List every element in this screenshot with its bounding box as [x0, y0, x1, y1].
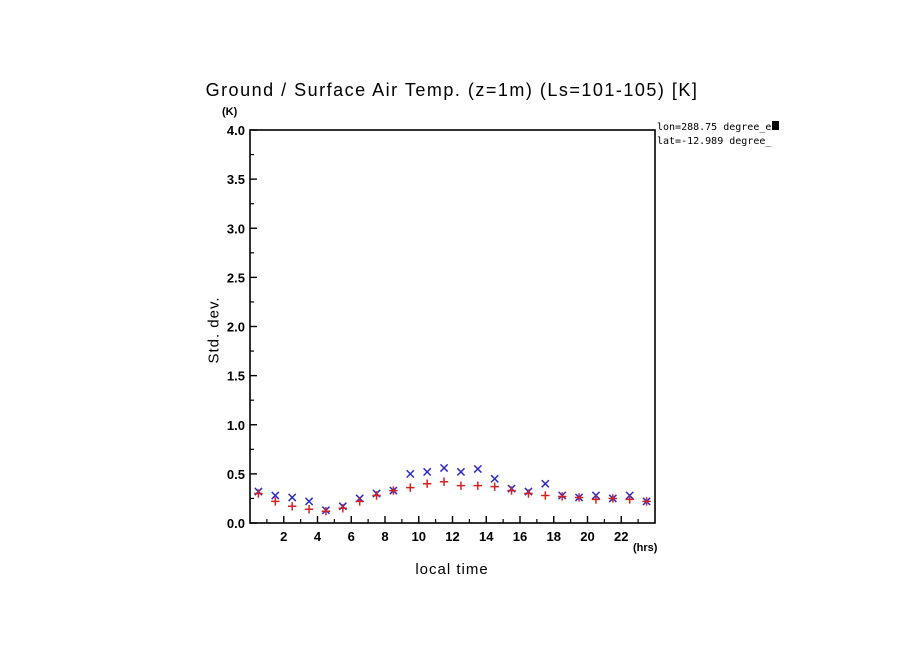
data-point-plus-marker — [574, 493, 584, 502]
data-point-x-marker — [288, 493, 297, 502]
data-point-x-marker — [541, 479, 550, 488]
x-tick-label: 6 — [348, 529, 355, 544]
y-tick-label: 1.0 — [227, 418, 245, 433]
coordinate-annotation: lon=288.75 degree_e lat=-12.989 degree_ — [657, 121, 780, 149]
chart-title: Ground / Surface Air Temp. (z=1m) (Ls=10… — [205, 80, 699, 100]
data-point-x-marker — [304, 497, 314, 506]
y-tick-label: 1.5 — [227, 369, 245, 384]
data-point-plus-marker — [591, 495, 601, 504]
data-point-plus-marker — [271, 497, 280, 506]
annotation-longitude: lon=288.75 degree_e — [657, 121, 780, 135]
data-point-plus-marker — [524, 489, 533, 498]
x-axis-label: local time — [415, 561, 489, 578]
y-tick-label: 2.0 — [227, 320, 245, 335]
data-point-x-marker — [456, 467, 466, 477]
x-tick-label: 18 — [547, 529, 561, 544]
data-point-plus-marker — [254, 489, 263, 498]
data-point-plus-marker — [490, 482, 499, 491]
data-point-plus-marker — [372, 491, 381, 500]
data-point-plus-marker — [389, 486, 398, 495]
data-point-plus-marker — [406, 483, 415, 492]
data-point-x-marker — [473, 464, 482, 474]
data-point-plus-marker — [456, 481, 466, 490]
y-tick-label: 3.5 — [227, 172, 245, 187]
y-tick-label: 2.5 — [227, 270, 245, 285]
data-point-plus-marker — [287, 502, 297, 511]
x-tick-label: 4 — [314, 529, 322, 544]
data-point-x-marker — [423, 467, 432, 477]
y-tick-label: 0.0 — [227, 516, 245, 531]
data-point-x-marker — [406, 469, 415, 479]
plot-frame — [249, 129, 656, 524]
x-tick-label: 20 — [580, 529, 594, 544]
data-point-plus-marker — [355, 497, 364, 506]
y-axis-unit-label: (K) — [222, 106, 238, 118]
data-point-plus-marker — [321, 507, 331, 516]
data-point-x-marker — [271, 491, 280, 500]
data-point-plus-marker — [473, 481, 483, 490]
x-tick-label: 12 — [445, 529, 459, 544]
data-point-plus-marker — [338, 504, 348, 513]
data-point-plus-marker — [541, 491, 550, 500]
data-point-plus-marker — [304, 505, 314, 514]
data-point-plus-marker — [439, 477, 449, 486]
x-tick-label: 22 — [614, 529, 628, 544]
annotation-latitude: lat=-12.989 degree_ — [657, 136, 772, 147]
y-tick-label: 3.0 — [227, 221, 245, 236]
data-point-plus-marker — [608, 494, 618, 503]
clipped-text-block — [772, 121, 780, 130]
x-tick-label: 2 — [280, 529, 287, 544]
data-point-plus-marker — [422, 479, 432, 488]
data-point-plus-marker — [625, 495, 634, 504]
x-tick-label: 10 — [412, 529, 426, 544]
data-point-plus-marker — [642, 497, 651, 506]
data-point-plus-marker — [557, 492, 567, 501]
y-tick-label: 0.5 — [227, 467, 245, 482]
data-point-plus-marker — [507, 486, 516, 495]
x-axis-unit-label: (hrs) — [633, 542, 658, 554]
x-tick-label: 14 — [479, 529, 494, 544]
y-tick-label: 4.0 — [227, 123, 245, 138]
data-point-x-marker — [490, 474, 499, 483]
x-tick-label: 16 — [513, 529, 527, 544]
x-tick-label: 8 — [381, 529, 388, 544]
data-point-x-marker — [439, 463, 449, 473]
